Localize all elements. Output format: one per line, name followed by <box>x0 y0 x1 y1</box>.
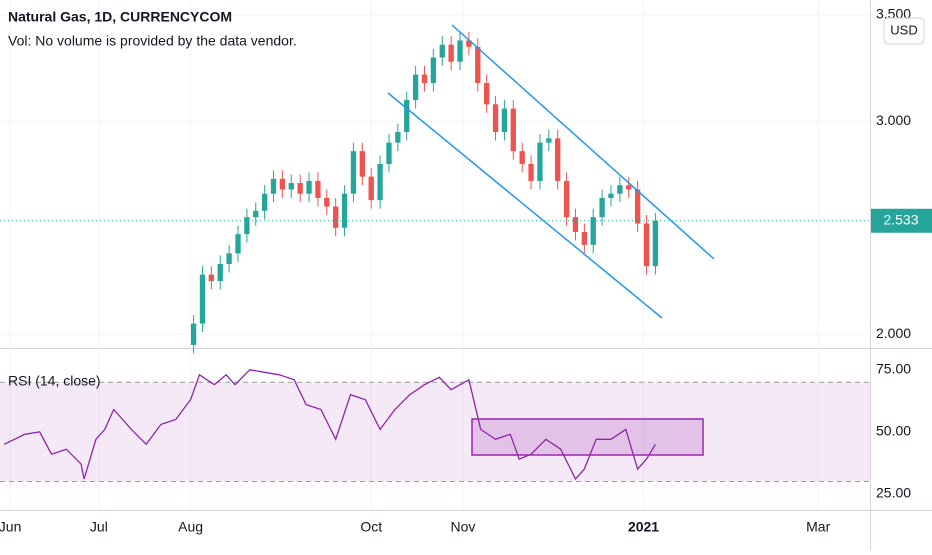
rsi-tick-label: 50.00 <box>876 423 911 439</box>
candle-body <box>244 217 250 235</box>
candle-body <box>279 178 286 190</box>
candle-body <box>333 206 339 228</box>
x-tick-label: Aug <box>178 519 203 535</box>
candle-body <box>555 138 561 181</box>
candle-body <box>235 234 241 254</box>
candle-body <box>652 220 659 267</box>
candle-body <box>350 151 357 194</box>
candle-body <box>324 197 330 207</box>
candle-body <box>386 142 392 164</box>
candle-body <box>430 57 437 84</box>
rsi-tick-label: 75.00 <box>876 361 911 377</box>
chart-subtitle: Vol: No volume is provided by the data v… <box>8 33 297 49</box>
rsi-line <box>3 369 656 481</box>
candle-body <box>457 40 463 62</box>
candle-body <box>492 104 499 132</box>
x-tick-label: Jun <box>0 519 21 535</box>
candle-body <box>208 274 215 282</box>
last-price-label: 2.533 <box>883 211 918 227</box>
marks <box>0 31 870 481</box>
x-tick-label: Oct <box>360 519 382 535</box>
candle-body <box>190 323 197 345</box>
candle-body <box>501 108 508 132</box>
currency-label[interactable]: USD <box>890 22 917 37</box>
candle-body <box>483 83 490 105</box>
candle-body <box>226 253 232 264</box>
candle-body <box>528 163 534 181</box>
candle-body <box>270 178 277 194</box>
candle-body <box>359 151 365 177</box>
candle-body <box>199 274 206 324</box>
candle-body <box>439 44 445 58</box>
candle-body <box>297 183 303 194</box>
candle-body <box>288 183 294 190</box>
candle-body <box>395 131 401 143</box>
candle-body <box>581 232 588 245</box>
y-tick-label: 2.000 <box>876 325 911 341</box>
candle-body <box>341 193 348 228</box>
chart-title: Natural Gas, 1D, CURRENCYCOM <box>8 9 232 25</box>
rsi-rectangle <box>471 418 704 456</box>
candle-body <box>466 40 472 47</box>
x-tick-label: Mar <box>806 519 830 535</box>
candle-body <box>412 74 419 101</box>
candle-body <box>253 210 259 218</box>
candle-body <box>643 223 650 267</box>
y-tick-label: 3.000 <box>876 112 911 128</box>
candle-body <box>626 185 632 190</box>
rsi-title: RSI (14, close) <box>8 373 101 389</box>
x-tick-label: Nov <box>451 519 476 535</box>
candle-body <box>617 185 623 194</box>
candle-body <box>315 180 321 198</box>
candle-body <box>217 263 223 282</box>
candle-body <box>546 138 552 143</box>
candle-body <box>608 193 614 198</box>
candle-body <box>563 180 570 218</box>
candle-body <box>404 100 410 132</box>
x-tick-label: Jul <box>90 519 108 535</box>
rsi-band <box>0 382 870 482</box>
currency-button[interactable] <box>883 17 925 45</box>
candle-body <box>421 74 428 84</box>
grid <box>0 0 870 510</box>
last-price-box <box>871 208 932 233</box>
candle-body <box>537 142 543 181</box>
candle-body <box>572 217 579 233</box>
candle-body <box>377 163 383 201</box>
candle-body <box>590 217 596 245</box>
candle-body <box>448 44 454 62</box>
rsi-tick-label: 25.00 <box>876 485 911 501</box>
candle-body <box>306 180 312 194</box>
channel-lower <box>387 92 663 319</box>
channel-upper <box>451 24 715 260</box>
x-tick-label: 2021 <box>628 519 659 535</box>
candle-body <box>510 108 516 152</box>
candle-body <box>368 176 374 201</box>
candle-body <box>475 46 481 84</box>
candle-body <box>599 197 605 218</box>
candle-body <box>261 193 268 211</box>
candle-body <box>634 189 641 224</box>
candle-body <box>519 151 525 164</box>
